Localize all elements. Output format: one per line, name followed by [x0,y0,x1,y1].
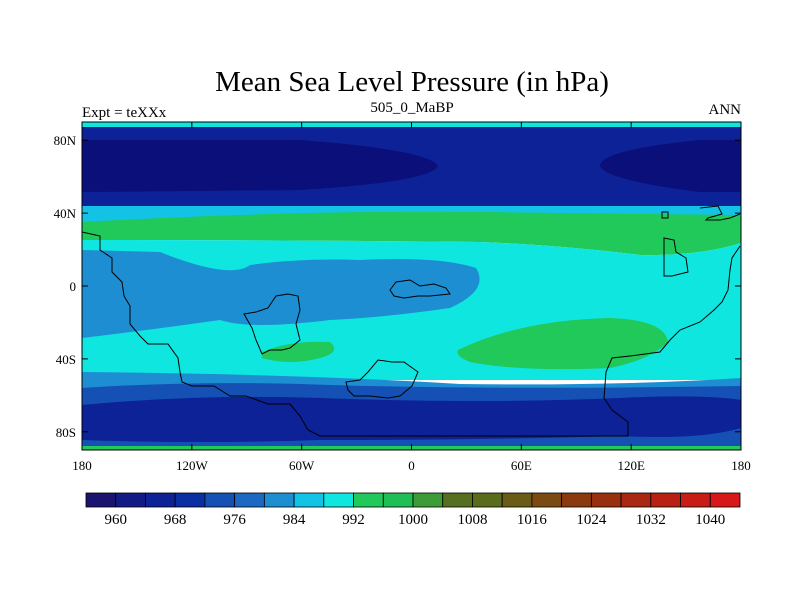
y-tick-label: 0 [70,279,77,294]
colorbar-box [531,492,563,508]
colorbar-label: 1032 [636,512,666,528]
colorbar-box [353,492,384,508]
y-tick-label: 40N [54,206,77,221]
colorbar-box [412,492,444,508]
colorbar-box [501,492,533,508]
colorbar-box [174,492,206,508]
contour-fill [82,122,741,450]
x-tick-label: 180 [72,458,92,473]
central-island [389,279,451,299]
colorbar-box [650,492,681,508]
x-tick-label: 60E [511,458,532,473]
colorbar-box [263,492,295,508]
x-tick-label: 120E [617,458,645,473]
center-string: 505_0_MaBP [370,100,453,116]
colorbar-box [85,492,117,508]
x-tick-label: 120W [176,458,209,473]
colorbar-label: 1040 [695,512,725,528]
colorbar-box [620,492,652,508]
colorbar-box [442,492,473,508]
colorbar-label: 984 [283,512,306,528]
colorbar-label: 1008 [457,512,487,528]
colorbar-label: 960 [104,512,127,528]
chart-title: Mean Sea Level Pressure (in hPa) [215,66,609,98]
right-string: ANN [709,102,742,118]
continent-north-east [699,205,741,221]
atlantic-south-high [262,341,335,362]
colorbar-label: 1024 [576,512,607,528]
colorbar-box [145,492,176,508]
arctic-low-east [600,140,741,192]
x-tick-label: 60W [289,458,315,473]
colorbar-box [115,492,146,508]
arctic-low-west [82,140,438,192]
colorbar-box [204,492,236,508]
colorbar-box [590,492,622,508]
indian-south-high [457,318,668,370]
coastlines [82,205,741,437]
colorbar-box [709,492,741,508]
south-africa-like [243,293,301,355]
pacific-low-center [82,250,480,338]
left-string: Expt = teXXx [82,105,167,121]
y-tick-label: 40S [56,352,76,367]
colorbar-box [293,492,325,508]
colorbar-box [323,492,354,508]
colorbar: 960 968 976 984 992 1000 1008 1016 1024 1032 1040 [85,492,741,528]
y-tick-label: 80N [54,133,77,148]
colorbar-label: 1016 [517,512,548,528]
colorbar-box [680,492,711,508]
colorbar-box [472,492,503,508]
axis-ticks: 180 120W 60W 0 60E 120E 180 80N 40N 0 40S 80S [54,122,751,473]
colorbar-box [234,492,265,508]
y-tick-label: 80S [56,425,76,440]
small-island-north [661,211,669,219]
colorbar-box [561,492,592,508]
colorbar-label: 992 [342,512,365,528]
subtropical-high-north [82,211,741,256]
map-plot: 180 120W 60W 0 60E 120E 180 80N 40N 0 40S 80S [54,121,751,473]
antarctic-trough [82,396,741,442]
colorbar-box [382,492,414,508]
colorbar-label: 976 [223,512,246,528]
colorbar-label: 968 [164,512,187,528]
continent-east-coast [663,237,689,277]
x-tick-label: 0 [408,458,415,473]
colorbar-label: 1000 [398,512,428,528]
southern-block [345,359,419,399]
continent-west-outline [82,231,741,437]
x-tick-label: 180 [731,458,751,473]
